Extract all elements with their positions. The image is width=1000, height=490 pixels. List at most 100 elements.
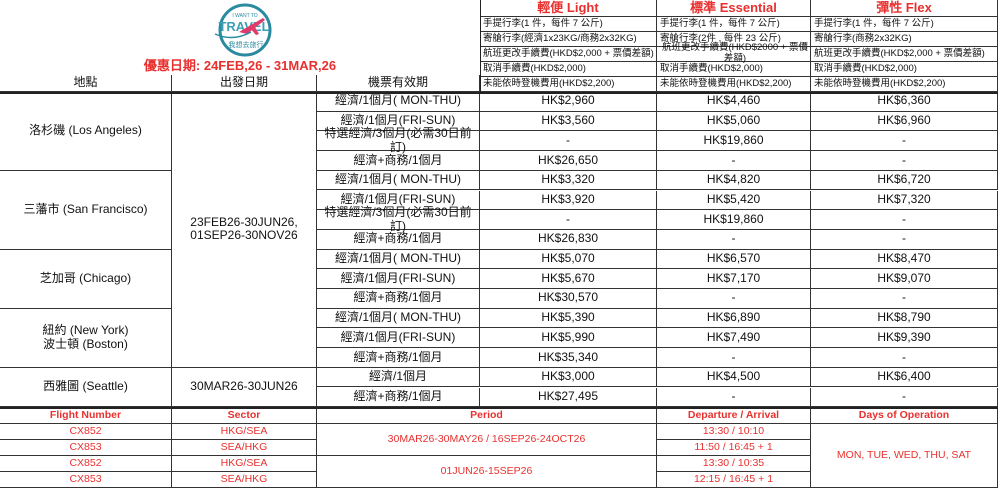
flight-header: Period — [317, 407, 657, 424]
price-cell: HK$19,860 — [657, 210, 811, 230]
flight-number: CX853 — [0, 440, 172, 456]
validity-cell: 經濟+商務/1個月 — [317, 348, 480, 368]
price-cell: - — [811, 229, 998, 250]
validity-cell: 特選經濟/3個月(必需30日前訂) — [317, 205, 480, 232]
flight-number: CX852 — [0, 456, 172, 472]
fare-term: 手提行李(1 件，每件 7 公斤) — [811, 17, 998, 32]
flight-times: 13:30 / 10:10 — [657, 424, 811, 440]
validity-cell: 經濟/1個月 — [317, 367, 480, 388]
price-cell: HK$7,320 — [811, 190, 998, 211]
price-cell: HK$3,560 — [480, 111, 657, 132]
price-cell: HK$30,570 — [480, 289, 657, 309]
svg-text:我想去旅行: 我想去旅行 — [229, 40, 264, 49]
price-cell: HK$5,420 — [657, 190, 811, 211]
price-cell: HK$26,650 — [480, 151, 657, 171]
price-cell: HK$3,000 — [480, 367, 657, 388]
fare-term: 取消手續費(HKD$2,000) — [657, 62, 811, 77]
price-cell: HK$3,320 — [480, 170, 657, 191]
header-location: 地點 — [0, 75, 172, 92]
price-cell: HK$4,460 — [657, 92, 811, 112]
flight-sector: SEA/HKG — [172, 440, 317, 456]
svg-text:I WANT TO: I WANT TO — [232, 13, 257, 19]
departure-period: 23FEB26-30JUN26, 01SEP26-30NOV26 — [172, 92, 317, 368]
validity-cell: 經濟/1個月(FRI-SUN) — [317, 190, 480, 211]
price-cell: HK$5,670 — [480, 269, 657, 289]
price-cell: - — [480, 131, 657, 152]
price-cell: HK$6,360 — [811, 92, 998, 112]
header-validity: 機票有效期 — [317, 75, 480, 92]
price-cell: - — [657, 229, 811, 250]
price-cell: - — [657, 151, 811, 171]
logo-area — [0, 0, 480, 58]
fare-term: 航班更改手續費(HKD$2,000 + 票價差額) — [811, 47, 998, 62]
validity-cell: 經濟+商務/1個月 — [317, 387, 480, 408]
validity-cell: 經濟+商務/1個月 — [317, 289, 480, 309]
price-cell: HK$6,400 — [811, 367, 998, 388]
price-cell: - — [480, 210, 657, 230]
travel-logo: I WANT TO TRAVEL 我想去旅行 — [214, 3, 272, 57]
flight-days: MON, TUE, WED, THU, SAT — [811, 424, 998, 488]
fare-title: 輕便 Light — [480, 0, 657, 17]
fare-term: 手提行李(1 件，每件 7 公斤) — [480, 17, 657, 32]
divider — [0, 92, 998, 94]
price-cell: HK$8,790 — [811, 308, 998, 329]
flight-header: Days of Operation — [811, 407, 998, 424]
flight-header: Sector — [172, 407, 317, 424]
price-cell: HK$35,340 — [480, 348, 657, 368]
validity-cell: 經濟/1個月(FRI-SUN) — [317, 269, 480, 289]
price-cell: HK$4,820 — [657, 170, 811, 191]
fare-title: 標準 Essential — [657, 0, 811, 17]
price-cell: - — [811, 387, 998, 408]
validity-cell: 經濟/1個月( MON-THU) — [317, 92, 480, 112]
price-cell: HK$9,070 — [811, 269, 998, 289]
flight-sector: HKG/SEA — [172, 424, 317, 440]
price-cell: HK$3,920 — [480, 190, 657, 211]
flight-period: 01JUN26-15SEP26 — [317, 456, 657, 488]
validity-cell: 經濟+商務/1個月 — [317, 229, 480, 250]
flight-times: 12:15 / 16:45 + 1 — [657, 472, 811, 488]
divider — [0, 407, 998, 409]
validity-cell: 特選經濟/3個月(必需30日前訂) — [317, 126, 480, 154]
price-cell: HK$6,570 — [657, 249, 811, 270]
price-cell: HK$9,390 — [811, 328, 998, 349]
fare-term: 取消手續費(HKD$2,000) — [480, 62, 657, 77]
departure-period: 30MAR26-30JUN26 — [172, 367, 317, 408]
divider — [480, 0, 481, 92]
price-cell: HK$5,060 — [657, 111, 811, 132]
flight-times: 11:50 / 16:45 + 1 — [657, 440, 811, 456]
fare-title: 彈性 Flex — [811, 0, 998, 17]
price-cell: - — [811, 210, 998, 230]
fare-term: 手提行李(1 件，每件 7 公斤) — [657, 17, 811, 32]
fare-term: 未能依時登機費用(HKD$2,200) — [480, 77, 657, 92]
header-departure-date: 出發日期 — [172, 75, 317, 92]
flight-times: 13:30 / 10:35 — [657, 456, 811, 472]
fare-term: 未能依時登機費用(HKD$2,200) — [657, 77, 811, 92]
flight-header: Flight Number — [0, 407, 172, 424]
flight-header: Departure / Arrival — [657, 407, 811, 424]
flight-sector: HKG/SEA — [172, 456, 317, 472]
price-cell: HK$27,495 — [480, 387, 657, 408]
price-cell: - — [811, 151, 998, 171]
flight-number: CX853 — [0, 472, 172, 488]
price-cell: - — [811, 348, 998, 368]
destination-name: 芝加哥 (Chicago) — [0, 249, 172, 309]
fare-term: 未能依時登機費用(HKD$2,200) — [811, 77, 998, 92]
destination-name: 洛杉磯 (Los Angeles) — [0, 92, 172, 171]
validity-cell: 經濟+商務/1個月 — [317, 151, 480, 171]
fare-term: 寄艙行李(商務2x32KG) — [811, 32, 998, 47]
price-cell: HK$7,490 — [657, 328, 811, 349]
price-cell: - — [657, 387, 811, 408]
destination-name: 紐約 (New York) 波士頓 (Boston) — [0, 308, 172, 368]
fare-term: 取消手續費(HKD$2,000) — [811, 62, 998, 77]
price-cell: HK$5,070 — [480, 249, 657, 270]
validity-cell: 經濟/1個月( MON-THU) — [317, 249, 480, 270]
flight-period: 30MAR26-30MAY26 / 16SEP26-24OCT26 — [317, 424, 657, 456]
price-cell: HK$7,170 — [657, 269, 811, 289]
price-cell: HK$2,960 — [480, 92, 657, 112]
fare-term: 寄艙行李(2件 , 每件 23 公斤) — [657, 32, 811, 47]
fare-term: 寄艙行李(經濟1x23KG/商務2x32KG) — [480, 32, 657, 47]
price-cell: HK$5,990 — [480, 328, 657, 349]
validity-cell: 經濟/1個月( MON-THU) — [317, 170, 480, 191]
price-cell: - — [811, 131, 998, 152]
price-cell: HK$19,860 — [657, 131, 811, 152]
